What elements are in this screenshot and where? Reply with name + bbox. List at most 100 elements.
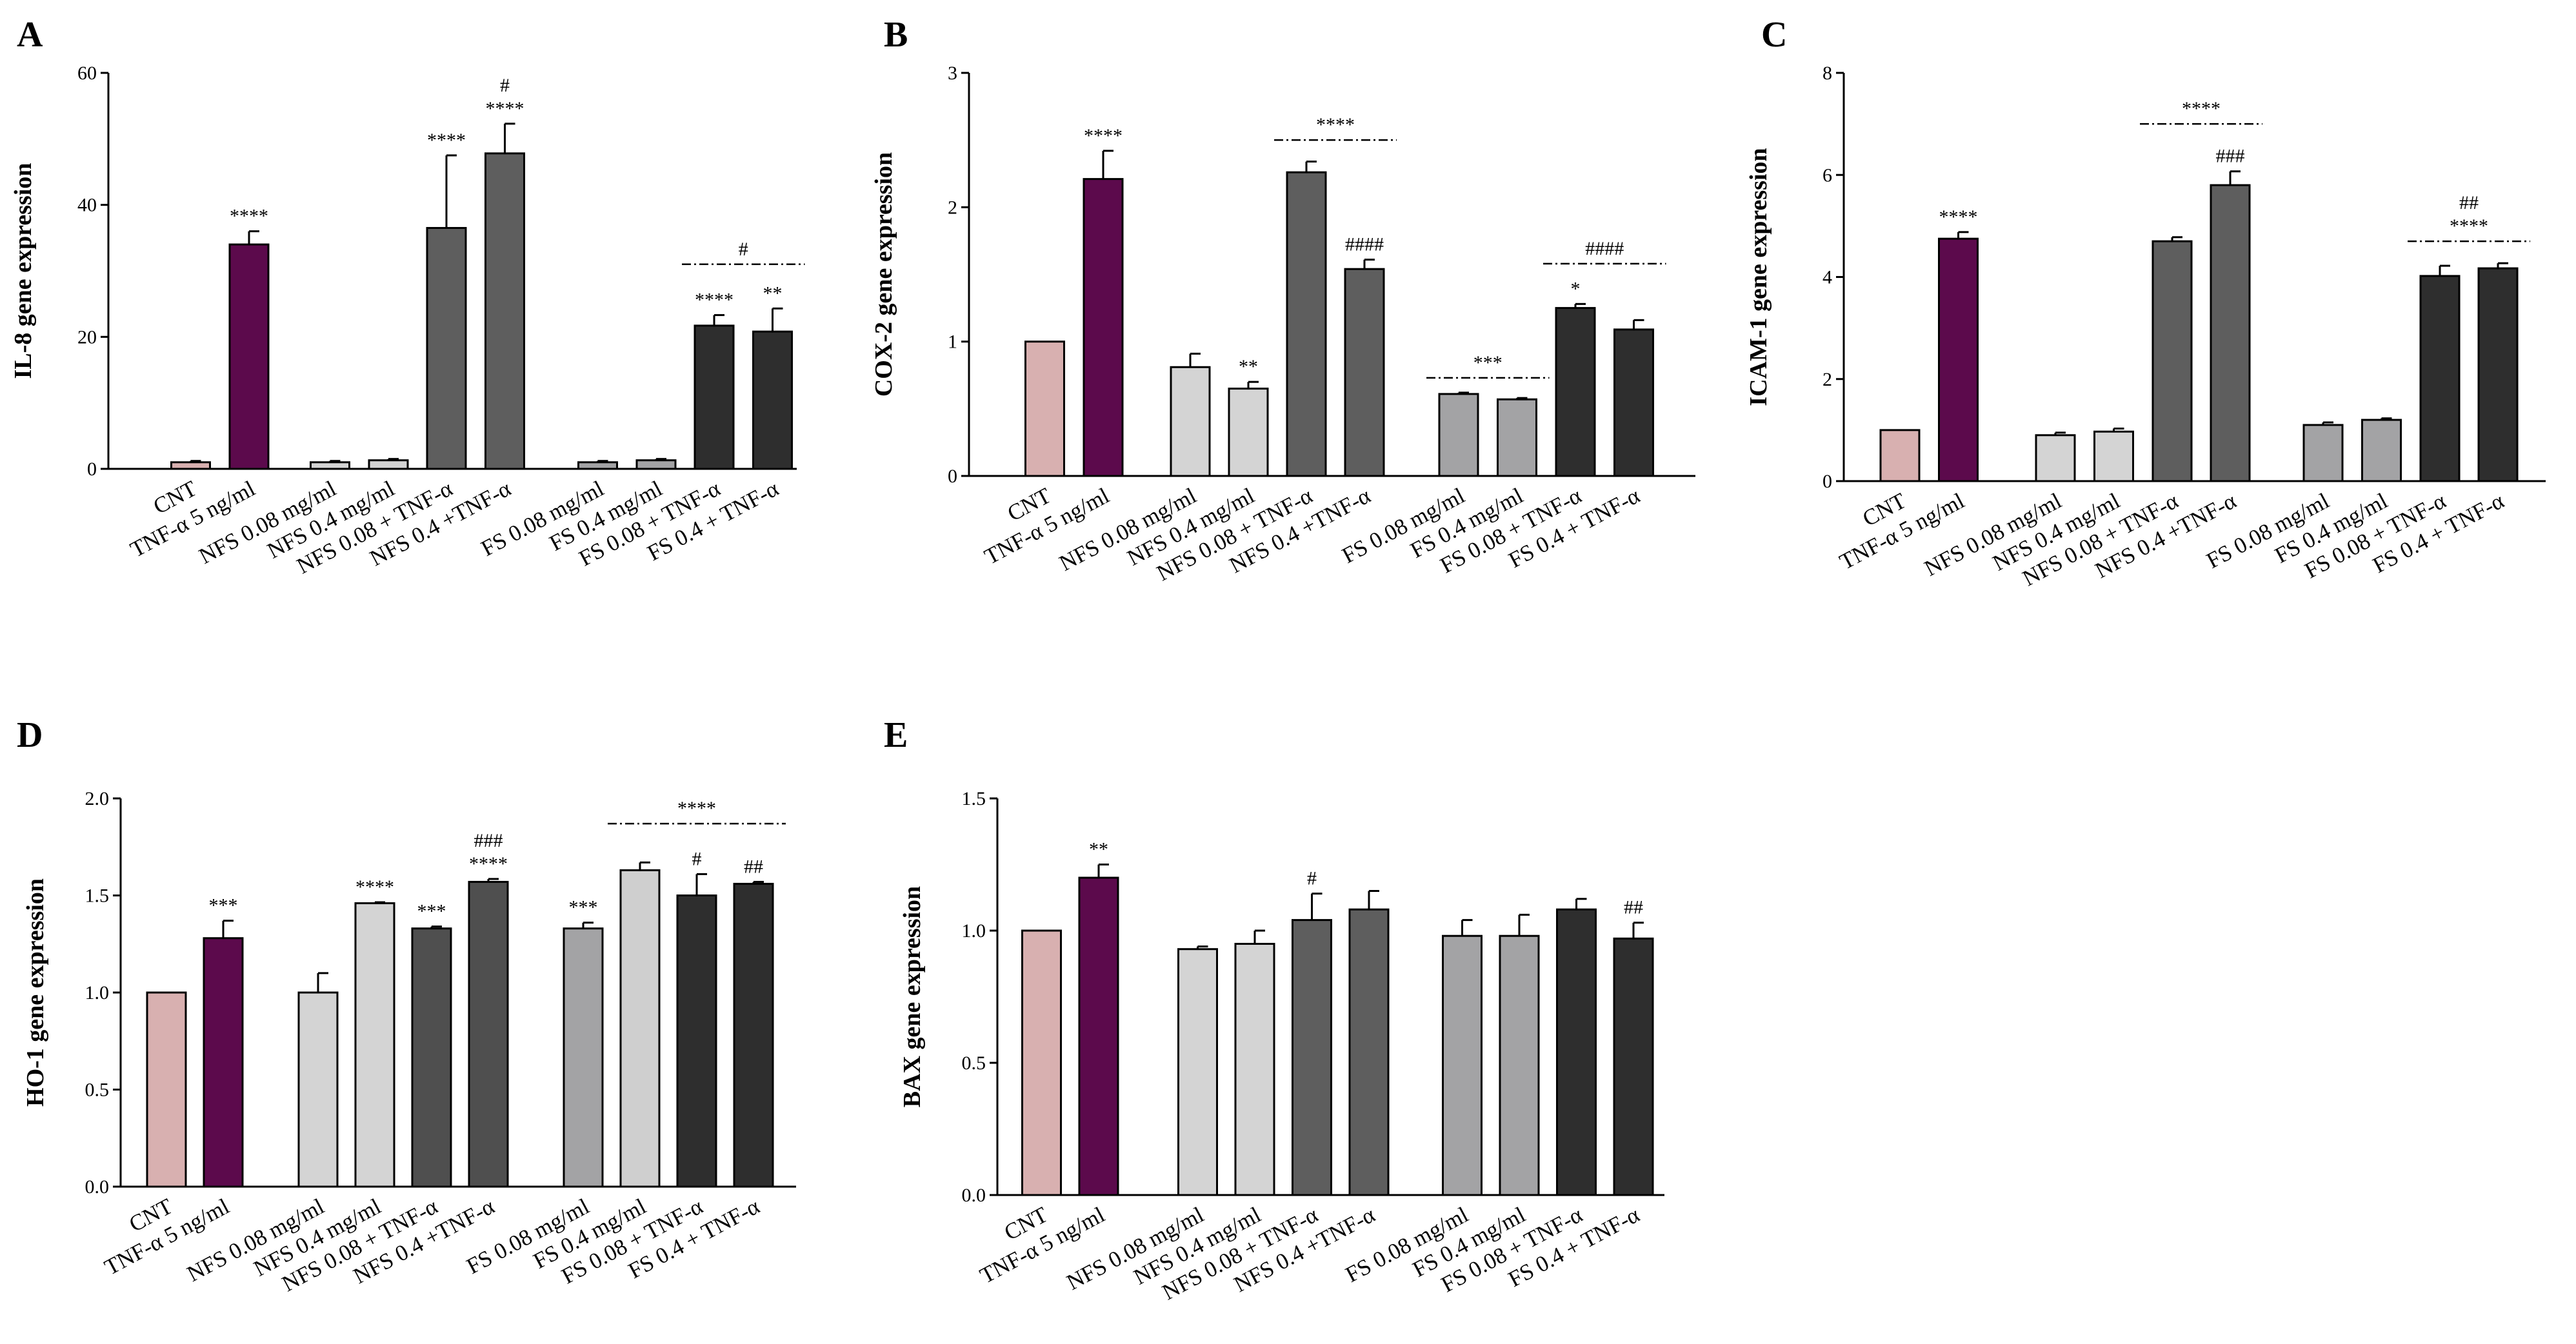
significance-label: # [1307,868,1317,889]
significance-label: **** [695,290,734,311]
y-tick-label: 4 [1822,267,1832,288]
bar [228,243,270,470]
bar [752,330,793,470]
bar [1078,876,1119,1196]
y-tick-label: 3 [948,63,957,84]
significance-label: ** [1089,839,1108,860]
y-tick-label: 2.0 [85,788,110,809]
y-tick-label: 1.0 [85,982,110,1003]
bar [1499,934,1540,1196]
bar [1613,937,1654,1196]
panel-letter: A [17,15,43,55]
bar [1170,366,1211,477]
bar [468,880,509,1188]
bar [1555,307,1596,477]
significance-label: #### [1345,234,1384,255]
bar [354,902,395,1188]
bar [411,927,452,1188]
bar [1083,178,1124,477]
significance-label: ** [1239,356,1258,377]
bar [1348,908,1390,1196]
y-tick-label: 8 [1822,63,1832,84]
y-tick-label: 40 [77,195,97,216]
y-tick-label: 1.5 [962,788,986,809]
bar [146,991,187,1188]
bar [1556,908,1597,1196]
y-tick-label: 1.0 [962,920,986,942]
bracket-label: # [739,239,748,260]
significance-label: ## [744,856,763,877]
y-axis-label: IL-8 gene expression [10,163,37,379]
bar [1292,919,1332,1196]
y-tick-label: 0.5 [962,1052,986,1074]
significance-label: ** [763,282,783,304]
y-tick-label: 0.0 [962,1185,986,1206]
significance-label: ### [474,830,503,851]
bar [2302,424,2344,482]
bar [2419,275,2461,482]
bracket-label: ## [2459,192,2479,213]
bar [2093,430,2134,482]
bar [676,894,717,1188]
significance-label: *** [209,895,238,916]
bar [368,459,409,470]
significance-label: **** [469,853,508,875]
bar [577,461,618,470]
bracket-label: *** [1473,352,1503,373]
bracket-label: **** [1316,114,1355,135]
bar [635,459,677,470]
y-tick-label: 0 [87,459,97,480]
y-axis-label: BAX gene expression [899,886,926,1107]
significance-label: **** [1939,206,1978,228]
bar [563,927,604,1188]
bracket-label: **** [677,798,716,819]
bar [694,324,735,470]
bar [1286,171,1327,477]
y-tick-label: 2 [948,197,957,218]
bar [1344,268,1385,477]
y-tick-label: 0.0 [85,1176,110,1198]
bar [1497,398,1537,477]
significance-label: # [500,75,510,96]
bar [1234,943,1275,1196]
chart-panel-A: AIL-8 gene expression0204060CNT****TNF-α… [10,15,805,578]
y-tick-label: 1.5 [85,885,110,907]
bar [733,882,774,1188]
y-tick-label: 0 [948,466,957,487]
significance-label: **** [486,98,524,119]
y-tick-label: 0 [1822,471,1832,492]
bar [484,152,525,470]
significance-label: ### [2216,146,2245,167]
bar [426,226,467,470]
bar [1442,934,1483,1196]
panel-letter: C [1761,15,1787,55]
significance-label: **** [230,206,268,227]
significance-label: ## [1624,897,1643,918]
bar [1021,929,1062,1196]
bar [2035,434,2076,482]
y-tick-label: 60 [77,63,97,84]
y-axis-label: HO-1 gene expression [22,878,49,1107]
bar [619,869,661,1188]
bar [1438,393,1479,477]
chart-panel-D: DHO-1 gene expression0.00.51.01.52.0CNT*… [17,715,796,1296]
significance-label: *** [569,897,598,918]
significance-label: * [1571,278,1581,299]
bar [310,461,350,470]
bar [1879,429,1921,482]
significance-label: *** [417,901,446,922]
bar [2210,184,2251,482]
panel-letter: E [884,715,908,755]
y-axis-label: COX-2 gene expression [870,152,897,397]
bar [2477,267,2519,482]
bar [1228,388,1269,477]
significance-label: # [692,848,702,869]
significance-label: **** [1084,125,1123,146]
bar [1177,948,1218,1196]
y-tick-label: 20 [77,326,97,348]
significance-label: **** [355,876,394,898]
y-tick-label: 1 [948,331,957,353]
